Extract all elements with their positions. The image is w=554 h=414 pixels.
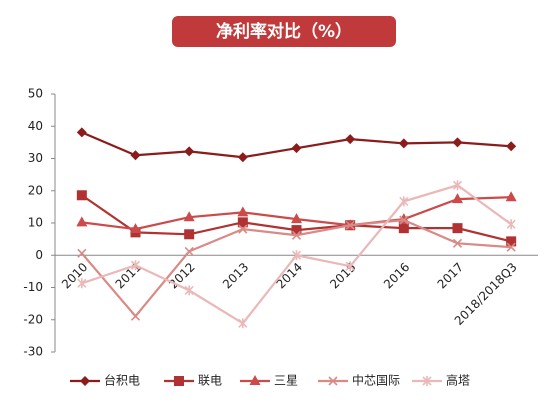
y-tick-label: 50 (28, 87, 43, 101)
marker (399, 196, 409, 207)
marker (184, 229, 195, 240)
marker (291, 230, 302, 240)
legend-marker (174, 376, 184, 386)
x-tick-label: 2017 (435, 260, 466, 291)
marker (506, 219, 516, 230)
marker (184, 246, 194, 256)
y-tick-label: 30 (28, 151, 43, 165)
marker (506, 236, 517, 247)
marker (130, 223, 141, 234)
marker (237, 152, 248, 163)
marker (345, 220, 355, 230)
marker (452, 180, 463, 191)
marker (506, 141, 517, 152)
marker (452, 238, 463, 248)
marker (422, 376, 432, 386)
marker (183, 211, 195, 222)
x-tick-label: 2016 (381, 260, 412, 291)
marker (398, 138, 409, 149)
marker (249, 375, 261, 385)
marker (77, 278, 87, 289)
marker (398, 223, 409, 234)
title-box (172, 16, 396, 47)
marker (291, 225, 302, 236)
y-tick-label: 10 (28, 216, 43, 230)
legend-marker (422, 376, 432, 386)
marker (130, 260, 141, 271)
y-tick-label: -30 (23, 345, 43, 359)
marker (399, 215, 409, 225)
marker (238, 318, 248, 329)
marker (184, 285, 194, 296)
marker (452, 137, 463, 148)
marker (505, 191, 517, 202)
legend-label: 中芯国际 (352, 373, 400, 388)
legend-label: 台积电 (104, 373, 140, 388)
marker (80, 376, 90, 386)
x-tick-label: 2013 (220, 260, 251, 291)
marker (452, 223, 463, 234)
x-tick-label: 2011 (113, 260, 144, 291)
marker (174, 376, 184, 386)
y-tick-label: 20 (28, 183, 43, 197)
legend-marker (80, 376, 90, 386)
y-tick-label: -20 (23, 312, 43, 326)
marker (452, 193, 463, 204)
y-tick-label: 40 (28, 119, 43, 133)
legend-label: 联电 (198, 374, 222, 388)
marker (506, 242, 516, 252)
marker (130, 150, 141, 161)
y-tick-label: 0 (35, 248, 43, 262)
marker (345, 261, 355, 272)
legend-label: 高塔 (446, 373, 470, 388)
marker (238, 224, 248, 234)
marker (237, 217, 248, 228)
legend-marker (249, 375, 261, 385)
marker (291, 213, 302, 224)
legend-marker (328, 376, 338, 386)
marker (291, 143, 302, 154)
marker (76, 127, 87, 138)
chart-title: 净利率对比（%） (216, 21, 352, 42)
marker (237, 206, 249, 217)
marker (184, 146, 195, 157)
marker (291, 250, 302, 261)
marker (76, 216, 88, 227)
marker (77, 248, 87, 258)
marker (130, 311, 141, 321)
y-tick-label: -10 (23, 280, 43, 294)
legend-label: 三星 (274, 374, 298, 388)
marker (345, 134, 356, 145)
marker (76, 190, 87, 201)
marker (328, 376, 338, 386)
